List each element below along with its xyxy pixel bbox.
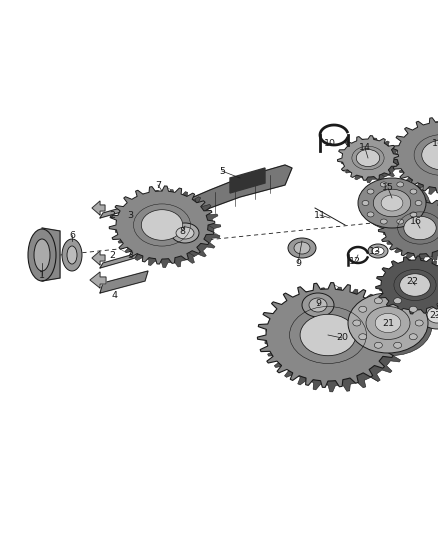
Text: 23: 23 xyxy=(429,311,438,319)
Ellipse shape xyxy=(28,229,56,281)
Ellipse shape xyxy=(353,320,361,326)
Ellipse shape xyxy=(348,293,428,353)
Text: 15: 15 xyxy=(382,183,394,192)
Ellipse shape xyxy=(427,307,438,323)
Polygon shape xyxy=(175,165,292,228)
Ellipse shape xyxy=(400,274,430,296)
Ellipse shape xyxy=(362,200,369,206)
Ellipse shape xyxy=(394,342,402,348)
Text: 14: 14 xyxy=(359,143,371,152)
Text: 9: 9 xyxy=(315,298,321,308)
Ellipse shape xyxy=(374,298,382,304)
Ellipse shape xyxy=(373,189,411,217)
Text: 20: 20 xyxy=(336,334,348,343)
Text: 6: 6 xyxy=(69,230,75,239)
Ellipse shape xyxy=(352,295,432,356)
Text: 10: 10 xyxy=(324,139,336,148)
Ellipse shape xyxy=(294,242,310,254)
Ellipse shape xyxy=(422,140,438,170)
Text: 3: 3 xyxy=(127,251,133,260)
Ellipse shape xyxy=(374,342,382,348)
Ellipse shape xyxy=(141,209,183,240)
Polygon shape xyxy=(380,259,438,317)
Ellipse shape xyxy=(302,293,334,317)
Ellipse shape xyxy=(62,239,82,271)
Ellipse shape xyxy=(300,314,356,356)
Ellipse shape xyxy=(358,178,426,228)
Ellipse shape xyxy=(415,320,423,326)
Ellipse shape xyxy=(397,219,403,224)
Polygon shape xyxy=(115,190,221,268)
Ellipse shape xyxy=(368,244,388,258)
Ellipse shape xyxy=(359,334,367,340)
Text: 7: 7 xyxy=(155,181,161,190)
Text: 22: 22 xyxy=(406,277,418,286)
Polygon shape xyxy=(109,186,215,264)
Ellipse shape xyxy=(381,195,403,211)
Ellipse shape xyxy=(359,306,367,312)
Polygon shape xyxy=(90,272,106,288)
Ellipse shape xyxy=(309,298,327,312)
Ellipse shape xyxy=(67,246,77,264)
Polygon shape xyxy=(390,117,438,193)
Ellipse shape xyxy=(171,223,199,243)
Ellipse shape xyxy=(372,247,384,255)
Ellipse shape xyxy=(410,189,417,194)
Text: 4: 4 xyxy=(112,290,118,300)
Ellipse shape xyxy=(375,313,401,333)
Ellipse shape xyxy=(410,212,417,217)
Text: 12: 12 xyxy=(349,256,361,265)
Text: 16: 16 xyxy=(410,216,422,225)
Ellipse shape xyxy=(288,238,316,258)
Text: 17: 17 xyxy=(432,139,438,148)
Polygon shape xyxy=(265,287,406,392)
Polygon shape xyxy=(258,282,399,387)
Ellipse shape xyxy=(362,181,430,230)
Polygon shape xyxy=(92,251,105,265)
Text: 2: 2 xyxy=(109,251,115,260)
Polygon shape xyxy=(376,256,438,314)
Text: 1: 1 xyxy=(39,271,45,279)
Ellipse shape xyxy=(419,301,438,329)
Polygon shape xyxy=(396,120,438,197)
Ellipse shape xyxy=(366,306,410,340)
Ellipse shape xyxy=(394,298,402,304)
Text: 2: 2 xyxy=(109,211,115,220)
Ellipse shape xyxy=(415,200,422,206)
Polygon shape xyxy=(341,138,403,183)
Text: 11: 11 xyxy=(314,211,326,220)
Ellipse shape xyxy=(381,219,387,224)
Text: 21: 21 xyxy=(382,319,394,327)
Ellipse shape xyxy=(176,227,194,239)
Polygon shape xyxy=(378,198,438,258)
Polygon shape xyxy=(230,168,265,193)
Polygon shape xyxy=(42,228,60,281)
Polygon shape xyxy=(100,253,138,268)
Polygon shape xyxy=(337,135,399,180)
Ellipse shape xyxy=(367,189,374,194)
Ellipse shape xyxy=(34,239,50,271)
Polygon shape xyxy=(383,201,438,261)
Ellipse shape xyxy=(409,334,417,340)
Text: 3: 3 xyxy=(127,211,133,220)
Ellipse shape xyxy=(370,309,414,342)
Ellipse shape xyxy=(397,182,403,187)
Ellipse shape xyxy=(356,149,380,166)
Polygon shape xyxy=(100,203,138,218)
Polygon shape xyxy=(100,271,148,293)
Ellipse shape xyxy=(404,216,436,240)
Ellipse shape xyxy=(367,212,374,217)
Text: 8: 8 xyxy=(179,227,185,236)
Text: 13: 13 xyxy=(369,246,381,255)
Polygon shape xyxy=(92,201,105,215)
Ellipse shape xyxy=(381,182,387,187)
Ellipse shape xyxy=(377,192,415,219)
Text: 5: 5 xyxy=(219,166,225,175)
Ellipse shape xyxy=(409,306,417,312)
Text: 9: 9 xyxy=(295,259,301,268)
